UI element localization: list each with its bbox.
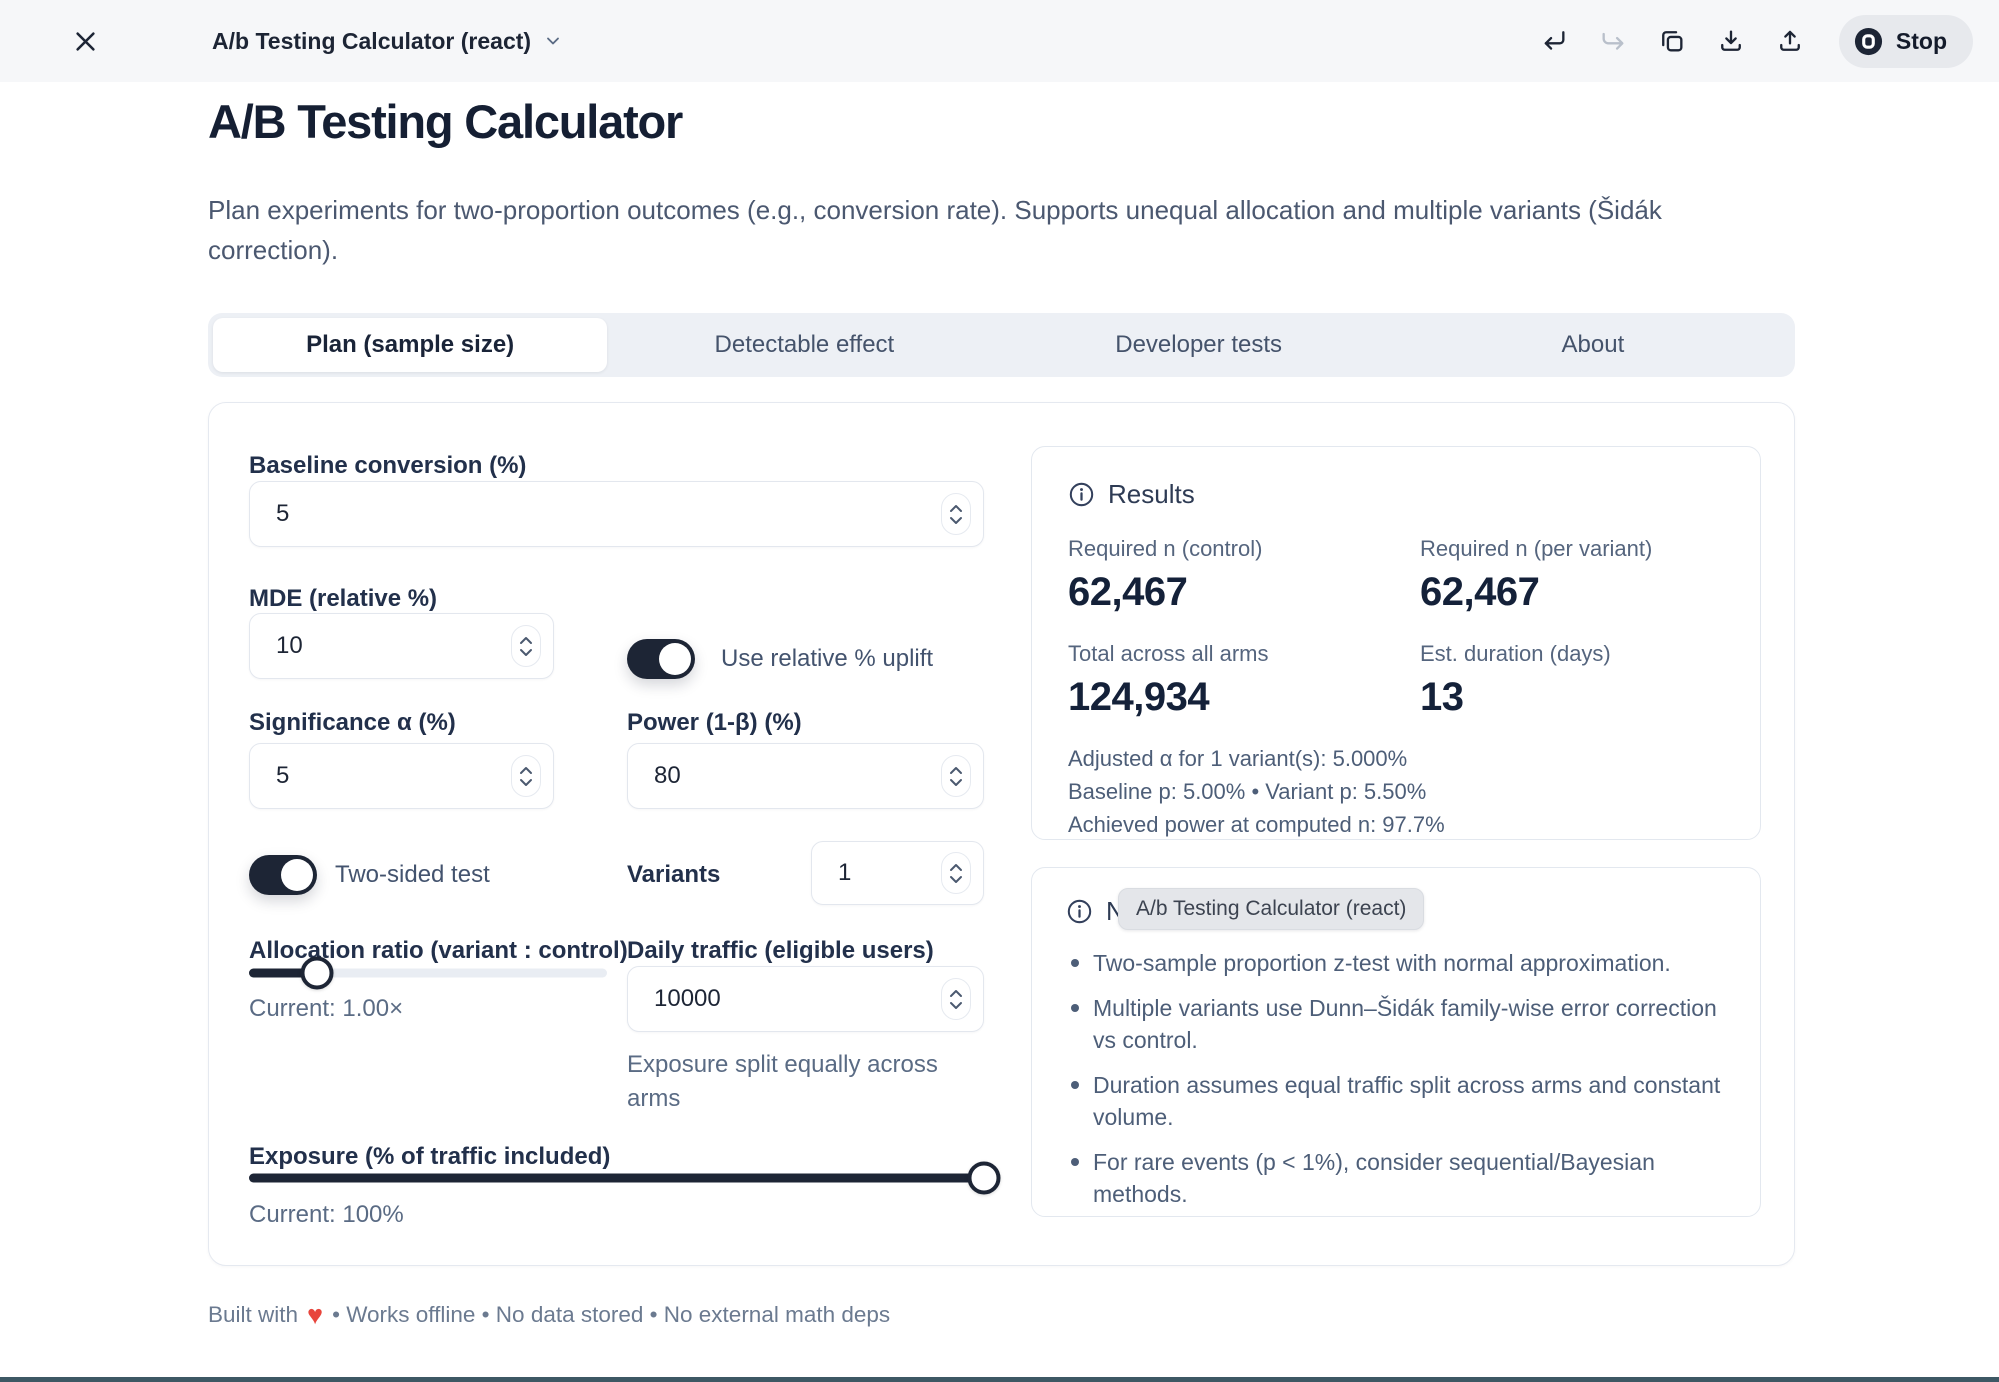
adjusted-alpha-line: Adjusted α for 1 variant(s): 5.000% [1068, 746, 1408, 771]
footer-suffix: • Works offline • No data stored • No ex… [332, 1302, 891, 1327]
page-title: A/B Testing Calculator [208, 95, 683, 148]
baseline-spinner[interactable] [941, 493, 971, 535]
achieved-power-line: Achieved power at computed n: 97.7% [1068, 812, 1445, 837]
variants-field [811, 841, 984, 905]
page-subtitle: Plan experiments for two-proportion outc… [208, 195, 1662, 265]
close-button[interactable] [72, 28, 99, 55]
significance-field [249, 743, 554, 809]
slider-fill [249, 1173, 984, 1183]
download-button[interactable] [1717, 27, 1745, 55]
notes-list: Two-sample proportion z-test with normal… [1066, 947, 1738, 1210]
window-topbar: A/b Testing Calculator (react) [0, 0, 1999, 82]
mde-spinner[interactable] [511, 625, 541, 667]
baseline-conversion-label: Baseline conversion (%) [249, 452, 527, 479]
variants-input[interactable] [811, 841, 984, 905]
baseline-conversion-field [249, 481, 984, 547]
results-card-header: Results [1068, 479, 1726, 510]
note-item: For rare events (p < 1%), consider seque… [1066, 1146, 1738, 1210]
info-icon [1066, 898, 1093, 925]
significance-input[interactable] [249, 743, 554, 809]
metric-total-across-arms: Total across all arms 124,934 [1068, 641, 1269, 719]
daily-traffic-input[interactable] [627, 966, 984, 1032]
share-upload-icon [1776, 27, 1804, 55]
slider-track [249, 968, 607, 978]
download-icon [1717, 27, 1745, 55]
power-field [627, 743, 984, 809]
metric-required-n-per-variant: Required n (per variant) 62,467 [1420, 536, 1653, 614]
slider-knob[interactable] [967, 1161, 1001, 1195]
baseline-conversion-input[interactable] [249, 481, 984, 547]
toggle-knob [281, 859, 313, 891]
copy-icon [1658, 27, 1686, 55]
artifact-title-dropdown[interactable]: A/b Testing Calculator (react) [212, 28, 563, 55]
exposure-slider[interactable] [249, 1159, 1001, 1197]
metric-required-n-control: Required n (control) 62,467 [1068, 536, 1263, 614]
metric-est-duration: Est. duration (days) 13 [1420, 641, 1611, 719]
results-title: Results [1108, 479, 1195, 509]
allocation-current-value: Current: 1.00× [249, 995, 404, 1022]
footer: Built with ♥ • Works offline • No data s… [208, 1300, 891, 1330]
results-metrics: Required n (control) 62,467 Required n (… [1068, 536, 1726, 720]
relative-uplift-label: Use relative % uplift [721, 645, 934, 672]
heart-icon: ♥ [307, 1300, 324, 1330]
results-card: Results Required n (control) 62,467 Requ… [1031, 446, 1761, 840]
relative-uplift-toggle[interactable] [627, 639, 695, 679]
copy-button[interactable] [1658, 27, 1686, 55]
exposure-current-value: Current: 100% [249, 1201, 404, 1228]
two-sided-toggle[interactable] [249, 855, 317, 895]
slider-fill [249, 968, 318, 978]
power-spinner[interactable] [941, 755, 971, 797]
note-item: Duration assumes equal traffic split acr… [1066, 1069, 1738, 1133]
undo-button[interactable] [1540, 27, 1568, 55]
plan-panel: Baseline conversion (%) MDE (relative %)… [208, 402, 1795, 1266]
mde-label: MDE (relative %) [249, 585, 438, 612]
daily-traffic-label: Daily traffic (eligible users) [627, 937, 934, 964]
variants-spinner[interactable] [941, 852, 971, 894]
tab-bar: Plan (sample size) Detectable effect Dev… [208, 313, 1795, 377]
two-sided-label: Two-sided test [335, 861, 490, 888]
tab-plan-sample-size[interactable]: Plan (sample size) [213, 318, 608, 372]
chevron-down-icon [543, 31, 563, 51]
allocation-ratio-slider[interactable] [249, 955, 607, 991]
variants-label: Variants [627, 861, 721, 888]
note-item: Two-sample proportion z-test with normal… [1066, 947, 1738, 979]
artifact-title: A/b Testing Calculator (react) [212, 27, 532, 54]
significance-spinner[interactable] [511, 755, 541, 797]
mde-input[interactable] [249, 613, 554, 679]
redo-icon [1599, 27, 1627, 55]
daily-traffic-field [627, 966, 984, 1032]
tab-detectable-effect[interactable]: Detectable effect [607, 318, 1001, 372]
close-icon [72, 28, 99, 55]
baseline-variant-p-line: Baseline p: 5.00% • Variant p: 5.50% [1068, 779, 1427, 804]
mde-field [249, 613, 554, 679]
share-button[interactable] [1776, 27, 1804, 55]
results-details: Adjusted α for 1 variant(s): 5.000% Base… [1068, 742, 1726, 841]
footer-prefix: Built with [208, 1302, 299, 1327]
tab-about[interactable]: About [1396, 318, 1790, 372]
stop-icon [1853, 26, 1884, 57]
redo-button[interactable] [1599, 27, 1627, 55]
toggle-knob [659, 643, 691, 675]
undo-icon [1540, 27, 1568, 55]
stop-button[interactable]: Stop [1838, 14, 1973, 68]
note-item: Multiple variants use Dunn–Šidák family-… [1066, 992, 1738, 1056]
topbar-actions: Stop [1540, 14, 1973, 68]
stop-button-label: Stop [1895, 27, 1947, 54]
bottom-window-edge [0, 1377, 1999, 1382]
daily-traffic-spinner[interactable] [941, 978, 971, 1020]
notes-card: A/b Testing Calculator (react) Notes Two… [1031, 867, 1761, 1217]
exposure-label: Exposure (% of traffic included) [249, 1143, 611, 1170]
significance-label: Significance α (%) [249, 709, 456, 736]
info-icon [1068, 481, 1095, 508]
tab-developer-tests[interactable]: Developer tests [1002, 318, 1396, 372]
power-input[interactable] [627, 743, 984, 809]
slider-knob[interactable] [300, 956, 334, 990]
daily-traffic-helper: Exposure split equally across arms [627, 1051, 938, 1112]
tooltip: A/b Testing Calculator (react) [1118, 888, 1425, 930]
power-label: Power (1-β) (%) [627, 709, 802, 736]
